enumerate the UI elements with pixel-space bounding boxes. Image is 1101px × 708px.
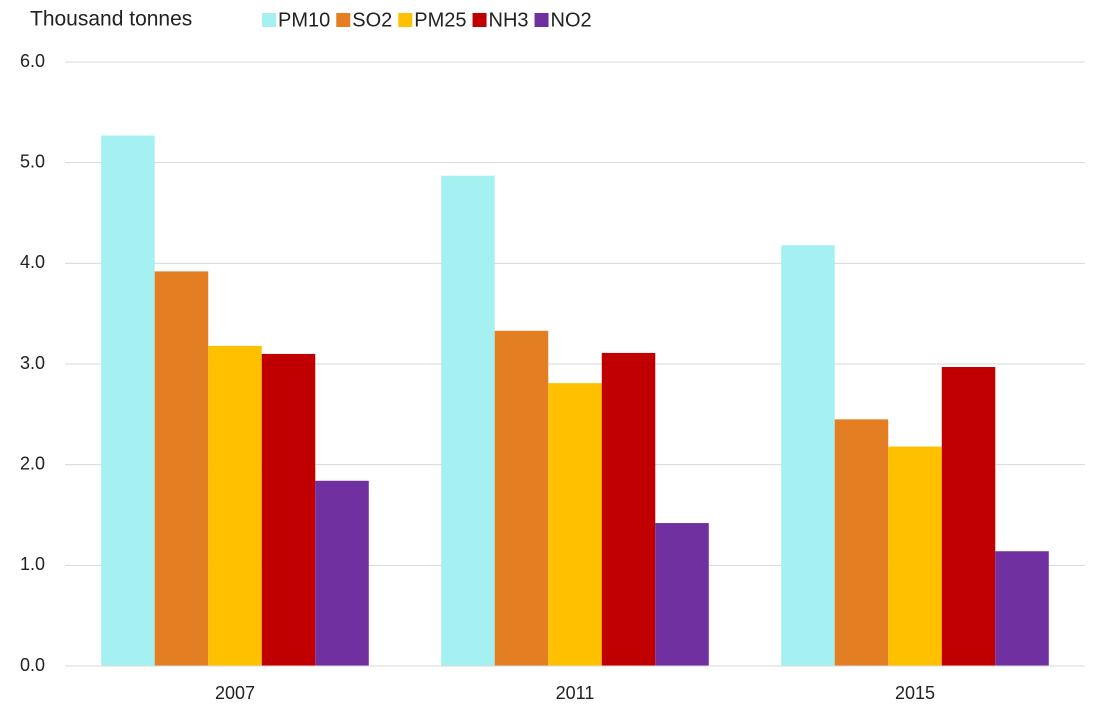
bar bbox=[548, 383, 602, 666]
y-tick-label: 0.0 bbox=[20, 655, 45, 675]
bar bbox=[888, 446, 942, 666]
legend-swatch bbox=[336, 13, 351, 27]
y-tick-label: 5.0 bbox=[20, 151, 45, 171]
bar bbox=[601, 352, 656, 666]
legend-label: NH3 bbox=[489, 9, 529, 31]
bar bbox=[441, 175, 495, 666]
bar bbox=[154, 271, 209, 666]
legend-label: NO2 bbox=[551, 9, 592, 31]
bar bbox=[941, 367, 996, 666]
legend-swatch bbox=[534, 13, 549, 27]
y-tick-label: 2.0 bbox=[20, 453, 45, 473]
bar bbox=[101, 135, 155, 666]
bar bbox=[208, 345, 262, 666]
x-tick-label: 2015 bbox=[895, 683, 935, 703]
bar bbox=[494, 330, 549, 666]
bar bbox=[834, 419, 889, 666]
x-tick-label: 2011 bbox=[556, 683, 595, 703]
legend-label: SO2 bbox=[352, 9, 392, 31]
bar bbox=[995, 551, 1049, 666]
legend-label: PM10 bbox=[278, 9, 330, 31]
y-tick-label: 3.0 bbox=[20, 353, 45, 373]
bar bbox=[315, 480, 369, 666]
legend-swatch bbox=[472, 13, 487, 27]
legend-swatch bbox=[262, 13, 276, 27]
bar bbox=[781, 245, 835, 667]
bar bbox=[655, 523, 709, 666]
y-tick-label: 4.0 bbox=[20, 252, 45, 272]
y-axis-label: Thousand tonnes bbox=[30, 8, 192, 31]
legend-swatch bbox=[398, 13, 413, 27]
y-tick-label: 6.0 bbox=[20, 51, 45, 71]
y-tick-label: 1.0 bbox=[20, 554, 45, 574]
legend-label: PM25 bbox=[414, 9, 466, 31]
x-tick-label: 2007 bbox=[215, 683, 255, 703]
bar bbox=[261, 353, 316, 666]
